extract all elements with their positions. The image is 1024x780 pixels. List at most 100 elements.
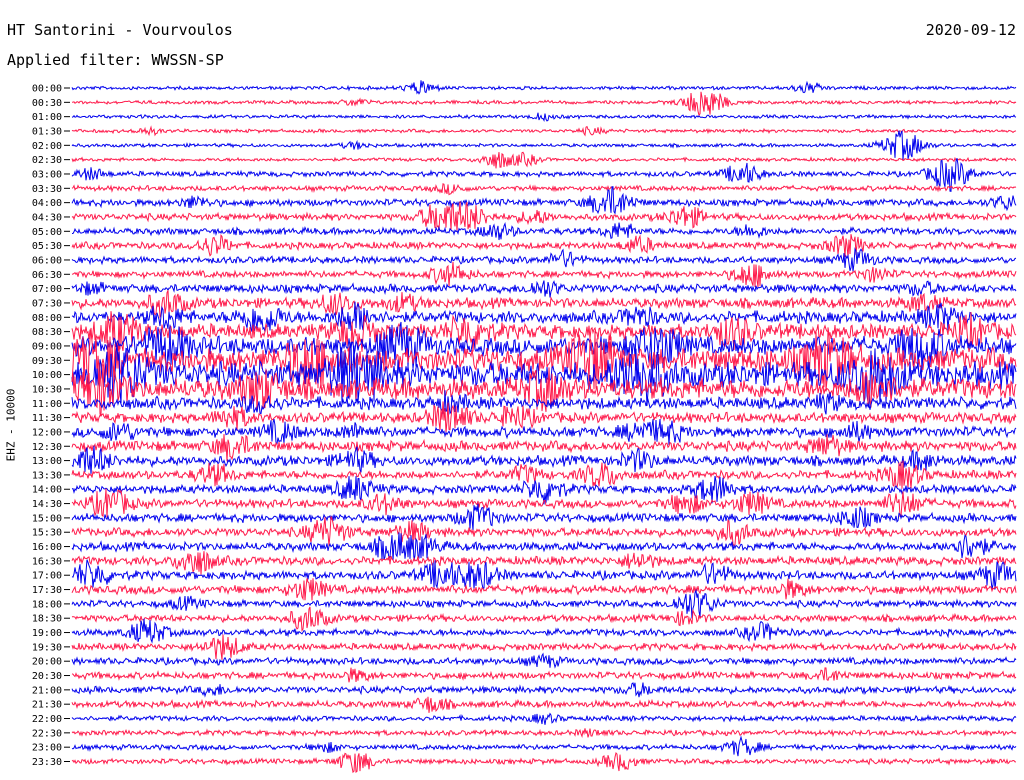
row-time-label: 06:00 [32, 255, 62, 266]
trace-line [71, 503, 1017, 531]
row-time-label: 09:30 [32, 356, 62, 367]
trace-line [71, 234, 1017, 258]
row-time-label: 04:30 [32, 212, 62, 223]
trace-line [71, 652, 1017, 669]
row-time-label: 18:00 [32, 599, 62, 610]
trace-line [71, 682, 1017, 698]
trace-line [71, 606, 1017, 632]
row-time-label: 15:30 [32, 528, 62, 539]
row-time-label: 19:00 [32, 628, 62, 639]
trace-line [71, 247, 1017, 272]
trace-line [71, 130, 1017, 161]
trace-line [71, 321, 1017, 375]
row-time-label: 02:30 [32, 155, 62, 166]
trace-line [71, 261, 1017, 288]
row-time-label: 07:00 [32, 284, 62, 295]
trace-line [71, 91, 1017, 117]
row-time-label: 11:00 [32, 399, 62, 410]
trace-line [71, 618, 1017, 644]
row-time-label: 21:00 [32, 685, 62, 696]
trace-line [71, 186, 1017, 215]
row-time-label: 15:00 [32, 513, 62, 524]
trace-line [71, 112, 1017, 122]
trace-line [71, 445, 1017, 475]
row-time-label: 00:00 [32, 84, 62, 95]
row-time-label: 09:00 [32, 341, 62, 352]
row-time-label: 10:30 [32, 384, 62, 395]
row-time-label: 04:00 [32, 198, 62, 209]
row-time-label: 05:00 [32, 227, 62, 238]
trace-line [71, 362, 1017, 417]
trace-line [71, 290, 1017, 319]
row-time-label: 18:30 [32, 614, 62, 625]
row-time-label: 00:30 [32, 98, 62, 109]
filter-label: Applied filter: WWSSN-SP [7, 51, 224, 69]
row-time-label: 23:30 [32, 757, 62, 768]
trace-line [71, 327, 1017, 391]
row-time-label: 22:30 [32, 728, 62, 739]
trace-line [71, 551, 1017, 575]
row-time-label: 01:00 [32, 112, 62, 123]
row-time-label: 17:30 [32, 585, 62, 596]
trace-line [71, 311, 1017, 353]
row-time-label: 17:00 [32, 571, 62, 582]
trace-line [71, 401, 1017, 433]
row-time-label: 13:00 [32, 456, 62, 467]
row-time-label: 06:30 [32, 270, 62, 281]
row-time-label: 05:30 [32, 241, 62, 252]
trace-line [71, 301, 1017, 333]
trace-line [71, 751, 1016, 774]
trace-line [71, 125, 1017, 137]
trace-line [71, 588, 1017, 619]
row-time-label: 16:00 [32, 542, 62, 553]
row-time-label: 22:00 [32, 714, 62, 725]
row-time-label: 20:00 [32, 657, 62, 668]
trace-line [71, 280, 1017, 298]
row-time-label: 19:30 [32, 642, 62, 653]
row-time-label: 14:30 [32, 499, 62, 510]
trace-line [71, 559, 1017, 590]
row-time-label: 20:30 [32, 671, 62, 682]
row-time-label: 02:00 [32, 141, 62, 152]
trace-line [72, 222, 1017, 241]
trace-line [71, 460, 1017, 489]
trace-line [71, 667, 1017, 683]
trace-line [71, 712, 1017, 725]
row-time-label: 14:00 [32, 485, 62, 496]
trace-line [71, 418, 1017, 446]
trace-line [71, 475, 1017, 505]
row-time-label: 10:00 [32, 370, 62, 381]
row-time-label: 13:30 [32, 470, 62, 481]
row-time-label: 16:30 [32, 556, 62, 567]
trace-line [71, 578, 1017, 601]
row-time-label: 21:30 [32, 700, 62, 711]
row-time-label: 08:30 [32, 327, 62, 338]
trace-line [71, 183, 1017, 196]
row-time-label: 11:30 [32, 413, 62, 424]
row-time-label: 07:30 [32, 298, 62, 309]
trace-line [71, 728, 1017, 739]
trace-line [71, 434, 1017, 462]
trace-line [71, 488, 1017, 518]
row-time-label: 08:00 [32, 313, 62, 324]
trace-line [71, 158, 1017, 192]
station-title: HT Santorini - Vourvoulos [7, 21, 233, 39]
row-time-label: 01:30 [32, 126, 62, 137]
row-time-label: 23:00 [32, 743, 62, 754]
row-time-label: 03:00 [32, 169, 62, 180]
trace-line [71, 735, 1017, 757]
trace-line [71, 390, 1017, 415]
trace-line [71, 151, 1017, 169]
trace-line [71, 516, 1017, 548]
date-label: 2020-09-12 [925, 21, 1016, 39]
row-time-label: 12:30 [32, 442, 62, 453]
row-time-label: 12:00 [32, 427, 62, 438]
trace-line [71, 634, 1017, 660]
trace-line [71, 80, 1017, 95]
trace-line [71, 696, 1017, 713]
trace-line [71, 201, 1017, 232]
trace-line [71, 341, 1017, 408]
trace-line [71, 532, 1017, 561]
row-time-label: 03:30 [32, 184, 62, 195]
